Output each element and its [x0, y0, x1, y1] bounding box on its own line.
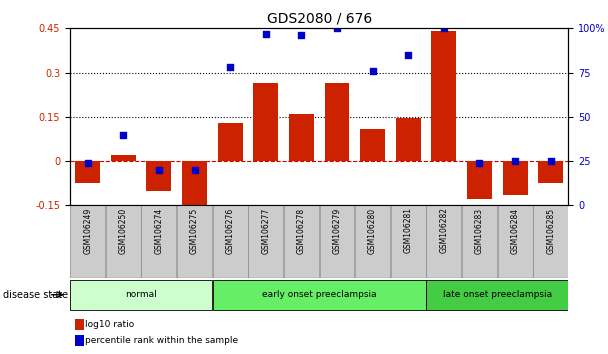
Text: early onset preeclampsia: early onset preeclampsia — [262, 290, 376, 299]
Bar — [75, 161, 100, 183]
Bar — [254, 83, 278, 161]
Point — [403, 52, 413, 58]
Text: GSM106278: GSM106278 — [297, 207, 306, 253]
Point — [190, 167, 199, 173]
Text: normal: normal — [125, 290, 157, 299]
Bar — [426, 280, 568, 310]
Bar — [320, 205, 354, 278]
Bar — [218, 123, 243, 161]
Bar — [75, 335, 84, 346]
Point — [261, 31, 271, 36]
Bar — [106, 205, 141, 278]
Text: percentile rank within the sample: percentile rank within the sample — [85, 336, 238, 345]
Text: GSM106283: GSM106283 — [475, 207, 484, 253]
Bar — [71, 205, 105, 278]
Bar — [467, 161, 492, 199]
Bar — [71, 280, 212, 310]
Bar — [248, 205, 283, 278]
Bar — [396, 118, 421, 161]
Text: GSM106275: GSM106275 — [190, 207, 199, 254]
Bar — [75, 319, 84, 330]
Bar — [533, 205, 568, 278]
Point — [475, 160, 485, 166]
Bar — [538, 161, 563, 183]
Point — [297, 33, 306, 38]
Point — [226, 64, 235, 70]
Bar — [289, 114, 314, 161]
Bar — [213, 280, 426, 310]
Text: GSM106249: GSM106249 — [83, 207, 92, 254]
Bar — [111, 155, 136, 161]
Bar — [426, 205, 461, 278]
Bar — [497, 205, 533, 278]
Text: GSM106250: GSM106250 — [119, 207, 128, 254]
Point — [119, 132, 128, 137]
Bar — [182, 161, 207, 220]
Text: disease state: disease state — [3, 290, 68, 300]
Bar — [360, 129, 385, 161]
Point — [439, 25, 449, 31]
Point — [154, 167, 164, 173]
Text: GSM106277: GSM106277 — [261, 207, 271, 254]
Point — [83, 160, 92, 166]
Bar — [177, 205, 212, 278]
Point — [368, 68, 378, 74]
Point — [332, 25, 342, 31]
Text: late onset preeclampsia: late onset preeclampsia — [443, 290, 552, 299]
Text: GSM106284: GSM106284 — [511, 207, 520, 253]
Point — [510, 158, 520, 164]
Text: GSM106281: GSM106281 — [404, 207, 413, 253]
Text: log10 ratio: log10 ratio — [85, 320, 134, 329]
Text: GSM106279: GSM106279 — [333, 207, 342, 254]
Text: GSM106274: GSM106274 — [154, 207, 164, 254]
Text: GSM106276: GSM106276 — [226, 207, 235, 254]
Bar — [503, 161, 528, 195]
Bar — [391, 205, 426, 278]
Text: GSM106280: GSM106280 — [368, 207, 377, 253]
Title: GDS2080 / 676: GDS2080 / 676 — [266, 12, 372, 26]
Bar — [462, 205, 497, 278]
Text: GSM106282: GSM106282 — [440, 207, 448, 253]
Bar — [284, 205, 319, 278]
Bar — [432, 31, 456, 161]
Text: GSM106285: GSM106285 — [546, 207, 555, 253]
Point — [546, 158, 556, 164]
Bar — [147, 161, 171, 190]
Bar — [355, 205, 390, 278]
Bar — [213, 205, 247, 278]
Bar — [325, 83, 350, 161]
Bar — [142, 205, 176, 278]
